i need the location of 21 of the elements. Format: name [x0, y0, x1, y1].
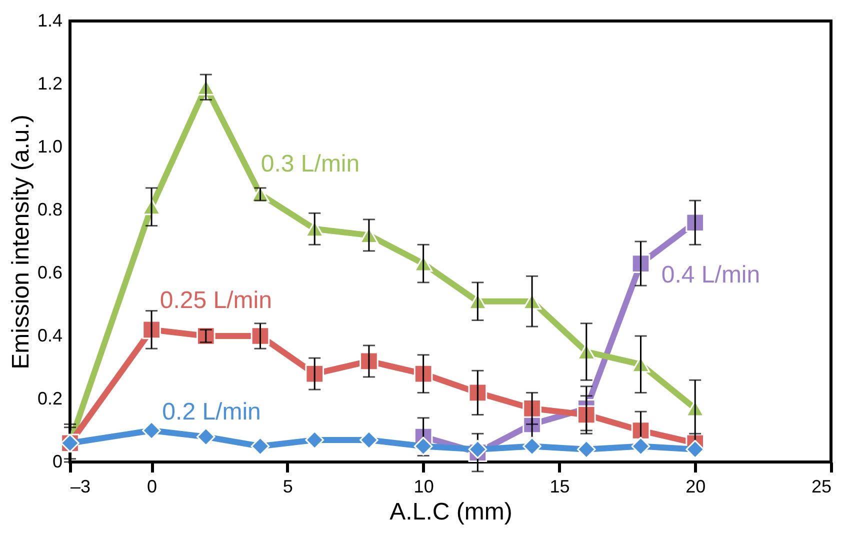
x-axis-title: A.L.C (mm) [390, 498, 512, 526]
y-tick-label: 0.4 [37, 326, 62, 346]
series-label: 0.25 L/min [160, 287, 272, 314]
series-label: 0.4 L/min [661, 262, 760, 289]
y-axis-title: Emission intensity (a.u.) [7, 114, 34, 370]
y-tick-label: 1.4 [37, 10, 62, 30]
x-tick-label: 25 [811, 476, 832, 496]
x-tick-label: 10 [414, 476, 434, 496]
y-tick-label: 1.0 [37, 136, 62, 156]
x-tick-label: –3 [70, 476, 91, 496]
series-label: 0.2 L/min [162, 398, 261, 426]
x-tick-label: 15 [550, 476, 570, 496]
series-label: 0.3 L/min [260, 150, 360, 178]
y-tick-label: 0.6 [37, 262, 62, 282]
x-tick-label: 20 [686, 476, 706, 496]
x-tick-label: 5 [282, 476, 293, 496]
y-tick-label: 0.8 [37, 200, 62, 220]
y-tick-label: 1.2 [37, 74, 62, 94]
y-tick-label: 0 [52, 452, 62, 472]
y-tick-label: 0.2 [37, 388, 62, 408]
x-tick-label: 0 [147, 476, 158, 496]
